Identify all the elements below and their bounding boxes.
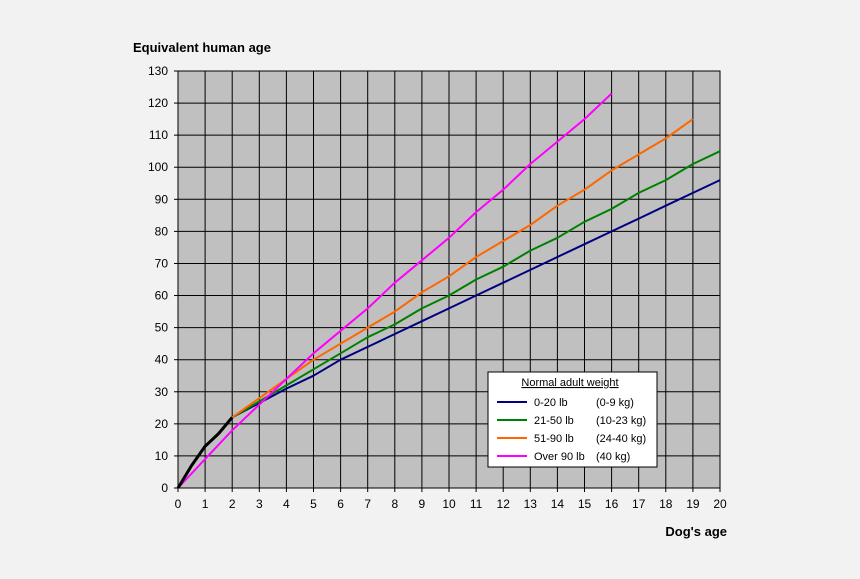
legend-label-3: 51-90 lb xyxy=(534,433,574,445)
x-tick-label: 11 xyxy=(470,497,483,511)
legend-unit-1: (0-9 kg) xyxy=(596,397,634,409)
x-tick-label: 19 xyxy=(686,497,700,511)
y-tick-label: 70 xyxy=(155,256,169,270)
x-tick-label: 7 xyxy=(364,497,371,511)
x-axis-ticks: 0 1 2 3 4 5 6 7 8 9 10 11 12 13 14 15 16 17 18 19 20 xyxy=(175,488,727,511)
legend-label-4: Over 90 lb xyxy=(534,451,585,463)
x-tick-label: 12 xyxy=(497,497,511,511)
x-tick-label: 0 xyxy=(175,497,182,511)
series-lines xyxy=(176,92,721,489)
x-tick-label: 3 xyxy=(256,497,263,511)
x-tick-label: 2 xyxy=(229,497,236,511)
x-tick-label: 17 xyxy=(632,497,646,511)
legend-unit-4: (40 kg) xyxy=(596,451,630,463)
y-axis-ticks: 0 10 20 30 40 50 60 70 80 90 100 110 120 130 xyxy=(148,64,178,495)
y-tick-label: 30 xyxy=(155,385,169,399)
x-tick-label: 14 xyxy=(551,497,565,511)
y-tick-label: 40 xyxy=(155,353,169,367)
x-tick-label: 4 xyxy=(283,497,290,511)
y-tick-label: 20 xyxy=(155,417,169,431)
x-tick-label: 20 xyxy=(713,497,727,511)
x-tick-label: 1 xyxy=(202,497,209,511)
y-tick-label: 80 xyxy=(155,224,169,238)
x-tick-label: 13 xyxy=(524,497,538,511)
series-line-4 xyxy=(177,92,613,489)
x-tick-label: 9 xyxy=(419,497,426,511)
y-tick-label: 130 xyxy=(148,64,168,78)
legend-unit-2: (10-23 kg) xyxy=(596,415,646,427)
series-line-2 xyxy=(231,150,721,419)
legend-unit-3: (24-40 kg) xyxy=(596,433,646,445)
x-tick-label: 10 xyxy=(442,497,456,511)
legend-label-1: 0-20 lb xyxy=(534,397,568,409)
y-tick-label: 10 xyxy=(155,449,169,463)
x-tick-label: 8 xyxy=(391,497,398,511)
x-tick-label: 6 xyxy=(337,497,344,511)
y-tick-label: 0 xyxy=(161,481,168,495)
shared-early-years-line xyxy=(176,416,234,489)
y-tick-label: 90 xyxy=(155,192,169,206)
y-tick-label: 100 xyxy=(148,160,168,174)
y-tick-label: 120 xyxy=(148,96,168,110)
x-tick-label: 15 xyxy=(578,497,592,511)
x-tick-label: 16 xyxy=(605,497,619,511)
y-tick-label: 50 xyxy=(155,321,169,335)
x-axis-title: Dog's age xyxy=(665,524,727,539)
legend-label-2: 21-50 lb xyxy=(534,415,574,427)
series-line-3 xyxy=(231,118,694,419)
legend-title: Normal adult weight xyxy=(521,377,618,389)
y-axis-title: Equivalent human age xyxy=(133,40,271,55)
y-tick-label: 60 xyxy=(155,289,169,303)
y-tick-label: 110 xyxy=(149,128,168,142)
x-tick-label: 5 xyxy=(310,497,317,511)
series-line-1 xyxy=(231,179,721,419)
x-tick-label: 18 xyxy=(659,497,673,511)
legend-items: 0-20 lb (0-9 kg) 21-50 lb (10-23 kg) 51-90 l… xyxy=(497,397,646,463)
legend: Normal adult weight 0-20 lb (0-9 kg) 21-50… xyxy=(487,371,658,468)
